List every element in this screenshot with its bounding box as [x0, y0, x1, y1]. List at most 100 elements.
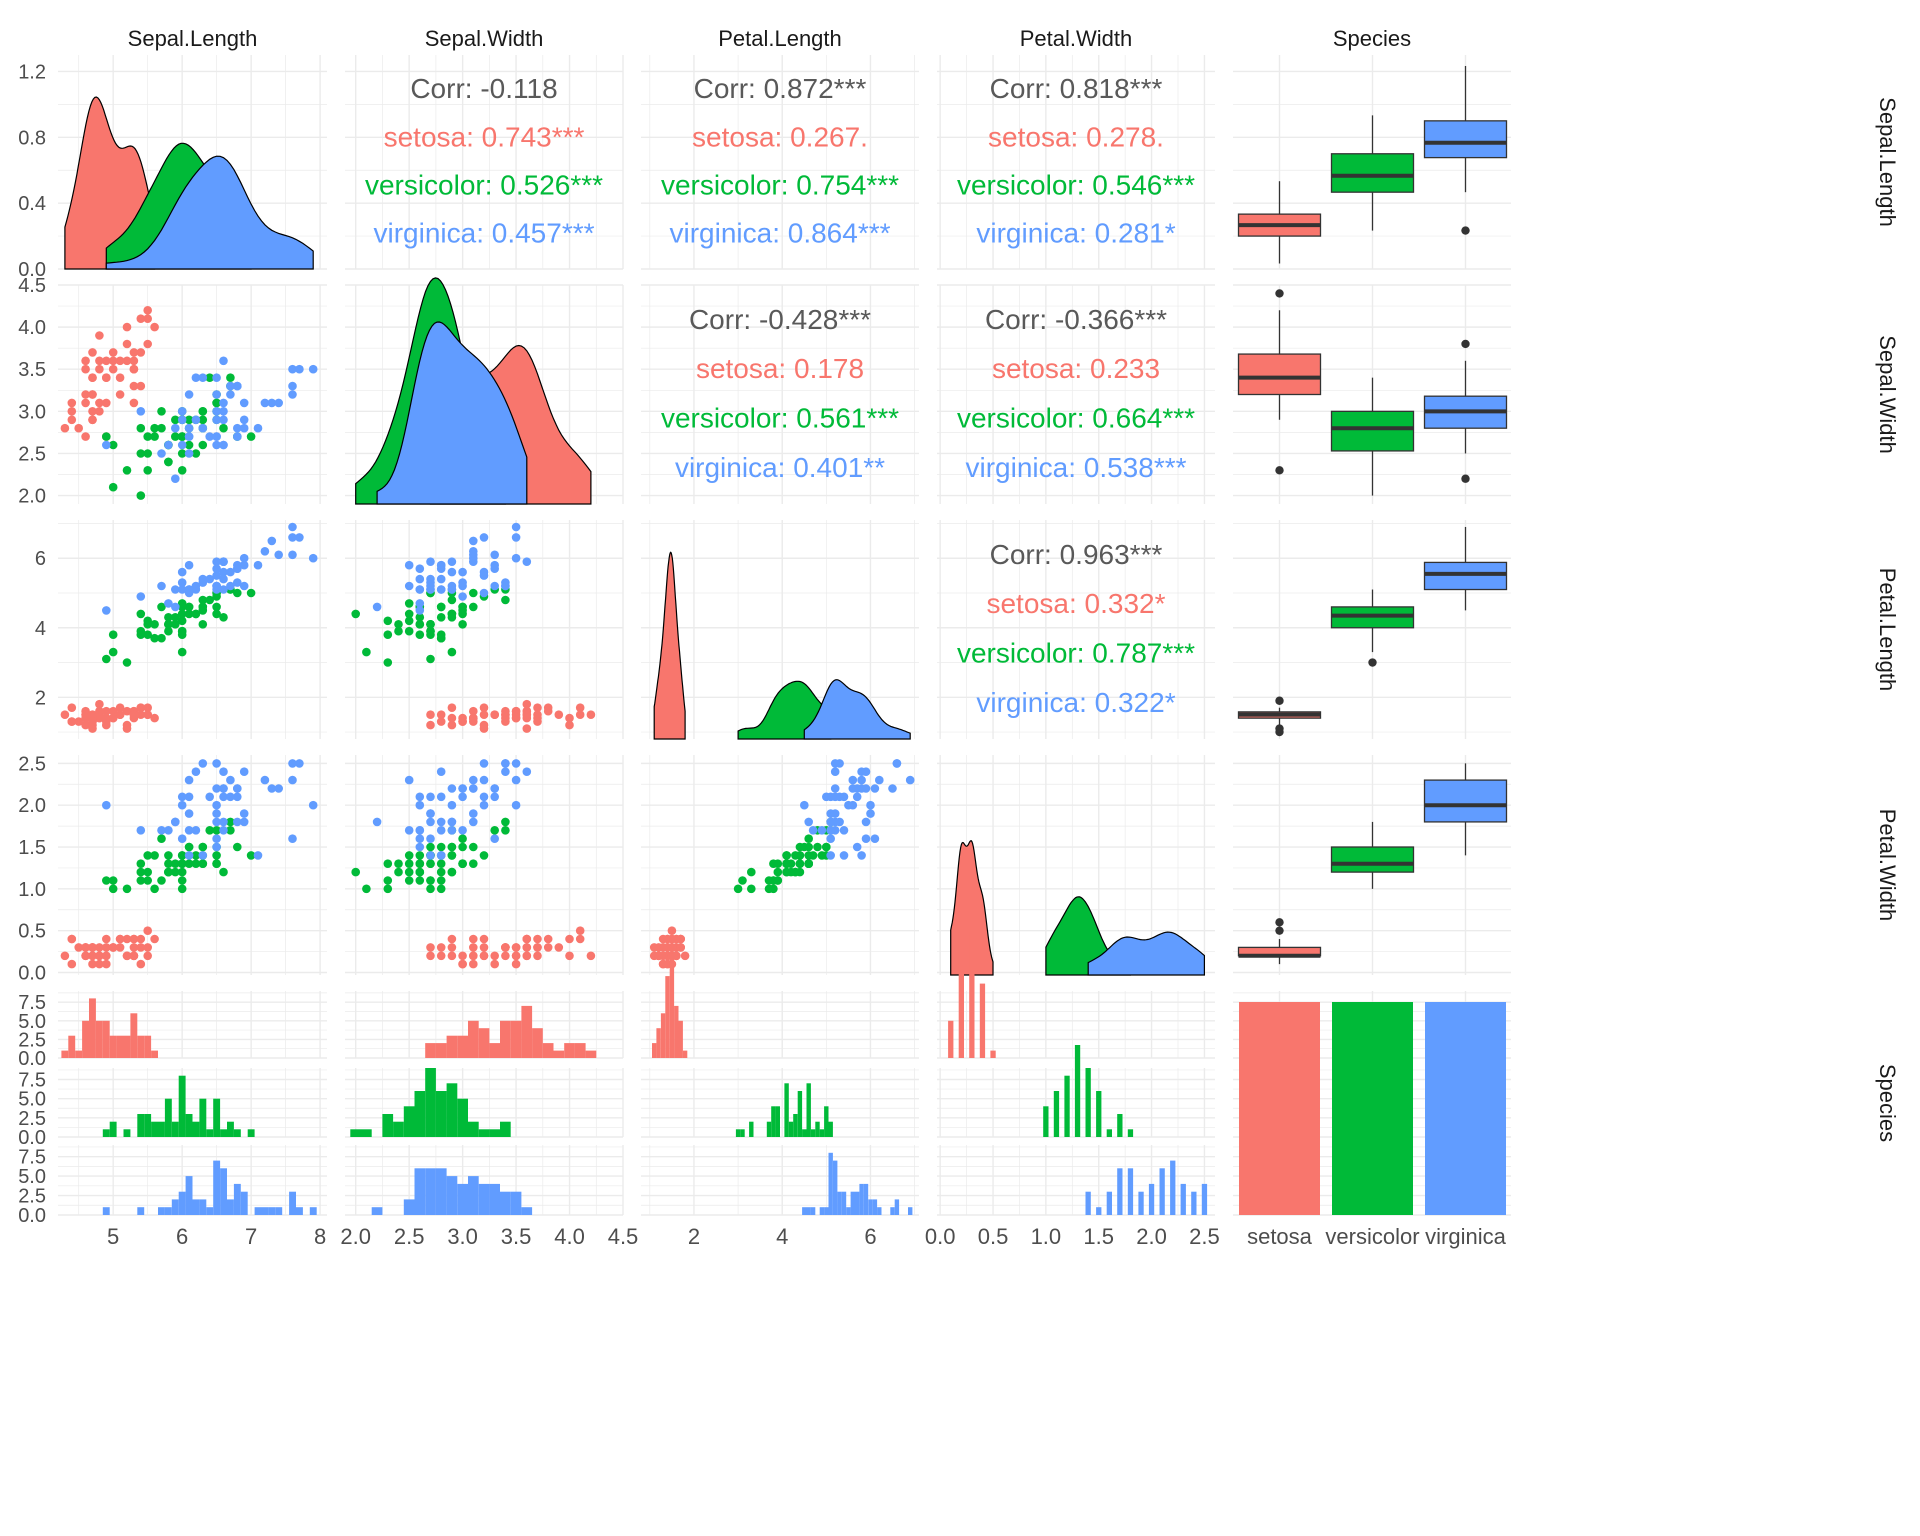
point-setosa — [501, 706, 510, 716]
point-versicolor — [226, 817, 235, 827]
point-virginica — [198, 574, 208, 584]
point-versicolor — [177, 432, 187, 441]
point-virginica — [852, 792, 862, 802]
histogram-bar-setosa — [979, 983, 986, 1058]
point-virginica — [205, 432, 214, 441]
point-versicolor — [108, 647, 118, 657]
point-virginica — [295, 533, 304, 542]
point-versicolor — [171, 432, 180, 441]
histogram-bar-virginica — [468, 1176, 479, 1215]
point-setosa — [60, 951, 70, 961]
point-setosa — [95, 710, 104, 719]
point-versicolor — [782, 859, 791, 868]
histogram-bar-virginica — [1191, 1191, 1197, 1215]
point-virginica — [861, 817, 871, 827]
point-virginica — [436, 585, 446, 594]
row-strip-label: Petal.Length — [1875, 568, 1900, 692]
x-tick-label: 8 — [314, 1224, 326, 1249]
point-setosa — [143, 339, 152, 349]
point-versicolor — [404, 867, 414, 877]
point-setosa — [102, 951, 111, 961]
point-versicolor — [212, 859, 221, 868]
column-strip-label: Species — [1333, 26, 1411, 51]
point-virginica — [426, 834, 435, 843]
histogram-bar-versicolor — [489, 1129, 500, 1137]
point-virginica — [436, 792, 446, 802]
histogram-bar-versicolor — [109, 1121, 117, 1137]
point-setosa — [143, 314, 152, 324]
point-virginica — [212, 571, 221, 580]
point-virginica — [469, 550, 478, 560]
histogram-bar-versicolor — [393, 1121, 404, 1137]
point-versicolor — [136, 491, 146, 500]
histogram-bar-virginica — [841, 1191, 847, 1215]
point-virginica — [458, 792, 467, 802]
histogram-bar-virginica — [275, 1207, 283, 1215]
point-setosa — [575, 710, 585, 719]
point-setosa — [81, 951, 90, 961]
row-strip-label: Sepal.Width — [1875, 335, 1900, 454]
point-virginica — [404, 775, 414, 785]
point-virginica — [436, 560, 446, 570]
point-virginica — [212, 784, 221, 793]
point-virginica — [239, 581, 249, 591]
point-virginica — [372, 602, 382, 612]
corr-text: setosa: 0.332* — [986, 588, 1165, 619]
point-versicolor — [415, 620, 425, 629]
histogram-bar-versicolor — [1117, 1114, 1123, 1137]
point-virginica — [458, 784, 467, 793]
point-versicolor — [383, 884, 393, 894]
x-tick-label: 4.5 — [608, 1224, 639, 1249]
point-versicolor — [108, 884, 118, 894]
histogram-bar-virginica — [1138, 1191, 1144, 1215]
corr-text: virginica: 0.281* — [976, 218, 1175, 249]
point-versicolor — [469, 842, 478, 852]
point-virginica — [184, 826, 194, 835]
point-virginica — [426, 851, 435, 860]
point-virginica — [415, 826, 425, 835]
histogram-bar-virginica — [446, 1176, 458, 1215]
point-setosa — [469, 959, 478, 969]
point-setosa — [522, 951, 532, 961]
x-tick-label: 7 — [245, 1224, 257, 1249]
point-setosa — [447, 934, 457, 944]
histogram-bar-virginica — [872, 1199, 878, 1215]
histogram-bar-setosa — [468, 1020, 479, 1058]
point-virginica — [260, 547, 270, 556]
point-setosa — [136, 934, 146, 944]
point-setosa — [67, 934, 77, 944]
point-setosa — [136, 381, 146, 391]
histogram-bar-versicolor — [806, 1083, 811, 1137]
histogram-bar-virginica — [178, 1191, 186, 1215]
boxplot-box-versicolor — [1330, 153, 1415, 193]
point-virginica — [136, 407, 146, 416]
point-setosa — [575, 926, 585, 935]
point-setosa — [102, 398, 111, 408]
point-setosa — [129, 381, 139, 391]
point-virginica — [184, 851, 194, 860]
point-virginica — [177, 567, 187, 577]
point-versicolor — [436, 602, 446, 612]
point-setosa — [95, 356, 104, 366]
point-setosa — [95, 364, 104, 374]
point-virginica — [274, 550, 284, 560]
histogram-bar-virginica — [1106, 1191, 1112, 1215]
point-versicolor — [122, 658, 132, 667]
histogram-bar-virginica — [164, 1207, 172, 1215]
point-setosa — [129, 943, 139, 952]
point-virginica — [308, 553, 318, 563]
point-versicolor — [351, 609, 361, 619]
row-strip-label: Species — [1875, 1064, 1900, 1142]
point-setosa — [67, 717, 77, 726]
point-virginica — [267, 398, 277, 408]
point-virginica — [233, 817, 242, 827]
point-setosa — [88, 951, 97, 961]
point-versicolor — [782, 867, 791, 877]
point-virginica — [212, 557, 221, 566]
point-versicolor — [177, 609, 187, 619]
histogram-bar-versicolor — [1127, 1129, 1134, 1137]
point-setosa — [122, 706, 132, 716]
point-versicolor — [136, 867, 146, 877]
point-virginica — [800, 800, 809, 810]
histogram-bar-virginica — [192, 1199, 200, 1215]
